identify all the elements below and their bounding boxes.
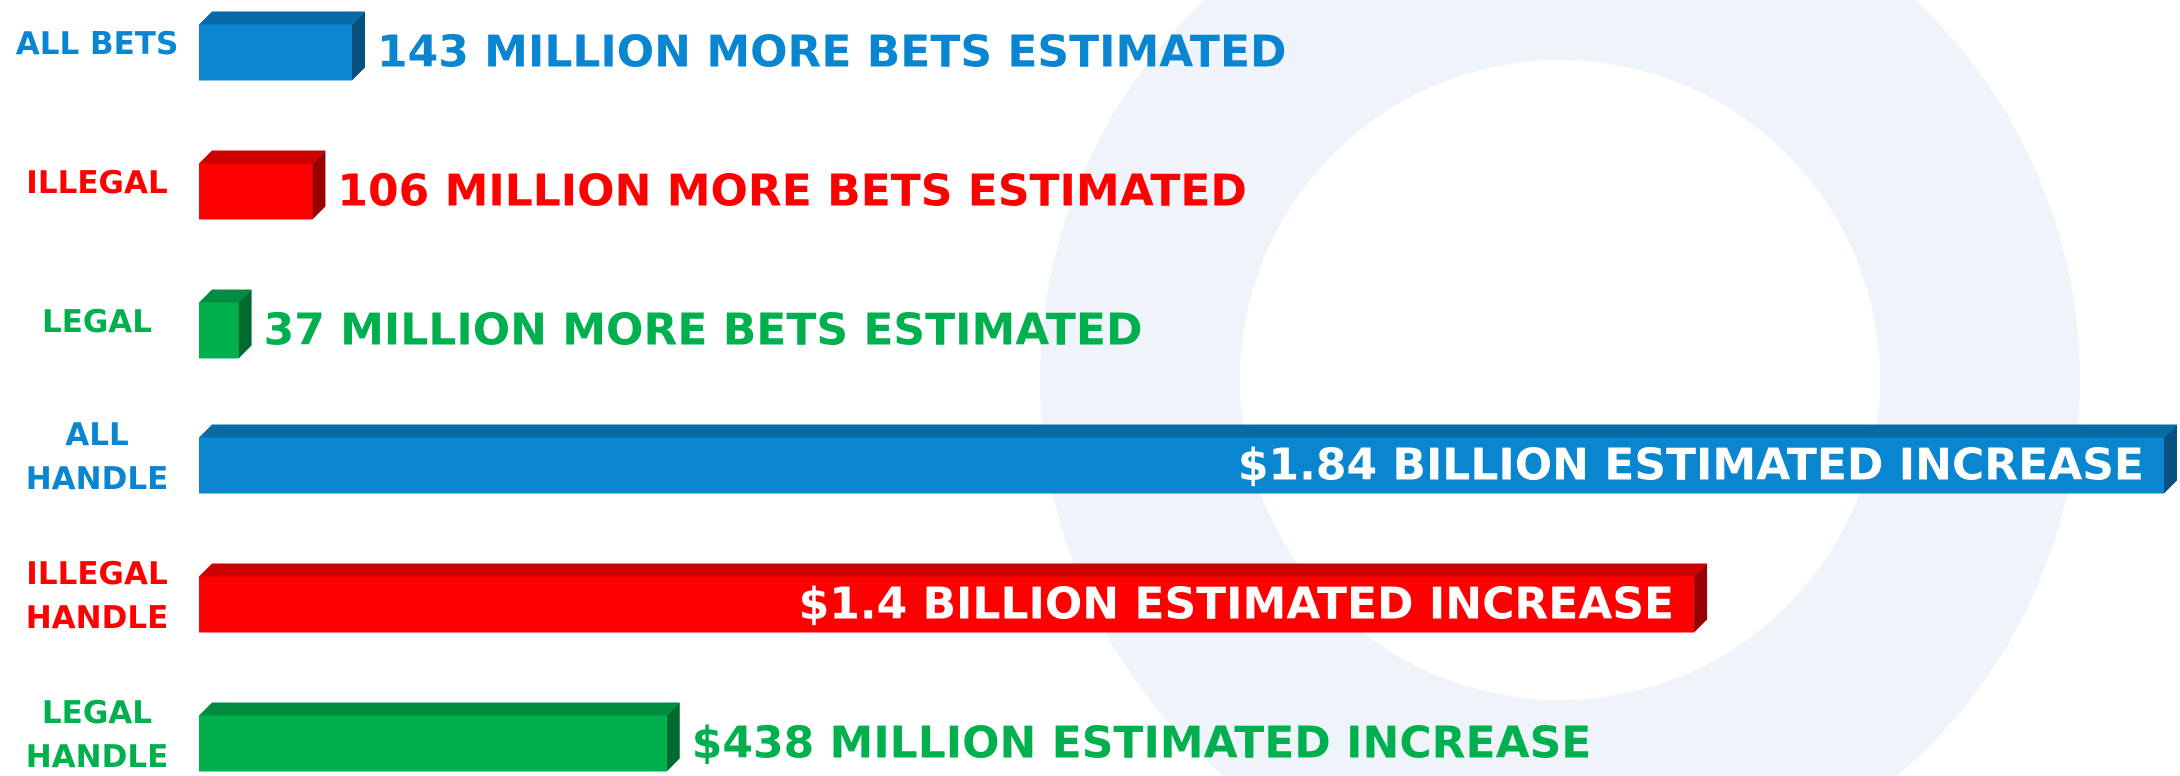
category-label: LEGAL HANDLE (25, 695, 169, 775)
bar-side (1694, 563, 1708, 633)
bar (199, 163, 313, 220)
category-label: ILLEGAL (26, 165, 168, 201)
watermark (1040, 0, 2080, 776)
bar (199, 715, 667, 772)
bar-top (199, 289, 252, 303)
bar-side (238, 289, 252, 359)
value-label: $1.4 BILLION ESTIMATED INCREASE (799, 579, 1674, 630)
bar-top (199, 424, 2177, 438)
category-label: ILLEGAL HANDLE (25, 556, 169, 636)
category-label: ALL HANDLE (25, 417, 169, 497)
bar-top (199, 150, 326, 164)
value-label: 143 MILLION MORE BETS ESTIMATED (377, 27, 1287, 78)
bar-side (312, 150, 326, 220)
category-label: ALL BETS (15, 26, 179, 62)
bar-side (666, 702, 680, 772)
bar-top (199, 11, 365, 25)
bar (199, 576, 1695, 633)
bar (199, 24, 352, 81)
category-label: LEGAL (41, 304, 153, 340)
value-label: 106 MILLION MORE BETS ESTIMATED (337, 166, 1247, 217)
value-label: $438 MILLION ESTIMATED INCREASE (692, 718, 1592, 769)
bar (199, 302, 239, 359)
bar-side (2164, 424, 2177, 494)
value-label: $1.84 BILLION ESTIMATED INCREASE (1238, 440, 2144, 491)
bar (199, 437, 2164, 494)
bar-top (199, 563, 1708, 577)
bar-side (352, 11, 365, 81)
value-label: 37 MILLION MORE BETS ESTIMATED (264, 305, 1143, 356)
bar-top (199, 702, 680, 716)
